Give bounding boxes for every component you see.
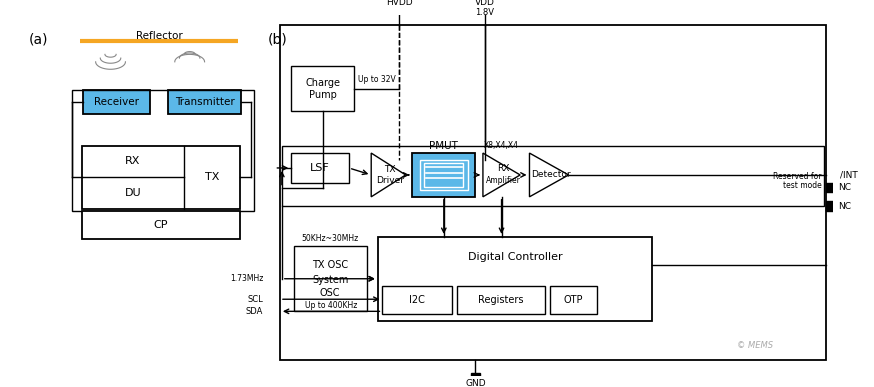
- Text: Registers: Registers: [478, 295, 524, 305]
- Text: HVDD: HVDD: [385, 0, 413, 7]
- Bar: [550, 286, 597, 314]
- Text: test mode: test mode: [783, 181, 822, 190]
- Text: SDA: SDA: [246, 307, 263, 316]
- Bar: [480, 4, 489, 12]
- Text: X8,X4,X4: X8,X4,X4: [484, 141, 519, 150]
- Bar: [471, 373, 480, 380]
- Bar: [457, 286, 545, 314]
- Text: Reflector: Reflector: [135, 31, 183, 41]
- Text: VDD: VDD: [475, 0, 495, 7]
- Bar: [294, 246, 366, 311]
- Bar: [81, 146, 240, 209]
- Bar: [383, 286, 452, 314]
- Bar: [280, 25, 826, 360]
- Bar: [291, 67, 355, 111]
- Text: RX: RX: [497, 164, 510, 173]
- Text: Up to 32V: Up to 32V: [358, 75, 396, 84]
- Text: Charge: Charge: [305, 78, 340, 88]
- Text: Reserved for: Reserved for: [773, 172, 822, 181]
- Text: Receiver: Receiver: [94, 97, 139, 107]
- Text: DU: DU: [125, 188, 142, 198]
- Text: SCL: SCL: [247, 295, 263, 304]
- Text: 1.8V: 1.8V: [475, 8, 495, 17]
- Text: OSC: OSC: [320, 288, 341, 298]
- Text: Driver: Driver: [377, 176, 405, 185]
- Text: NC: NC: [838, 202, 851, 211]
- Bar: [826, 202, 835, 211]
- Text: TX: TX: [385, 165, 396, 174]
- Text: 1.73MHz: 1.73MHz: [230, 274, 263, 283]
- Text: System: System: [312, 275, 349, 285]
- Bar: [394, 4, 404, 12]
- Text: TX: TX: [205, 172, 219, 182]
- Text: RX: RX: [125, 156, 141, 166]
- Bar: [424, 163, 463, 187]
- Bar: [291, 153, 349, 183]
- Bar: [81, 211, 240, 239]
- Text: GND: GND: [465, 379, 486, 387]
- Text: Transmitter: Transmitter: [175, 97, 234, 107]
- Text: OTP: OTP: [564, 295, 583, 305]
- Bar: [826, 183, 835, 192]
- Text: TX OSC: TX OSC: [312, 260, 349, 270]
- Bar: [73, 90, 254, 211]
- Bar: [83, 90, 149, 114]
- Text: I2C: I2C: [409, 295, 426, 305]
- Text: Pump: Pump: [309, 90, 336, 100]
- Bar: [413, 153, 475, 197]
- Text: /INT: /INT: [841, 170, 858, 180]
- Text: (b): (b): [267, 32, 288, 46]
- Text: Digital Controller: Digital Controller: [468, 252, 562, 262]
- Bar: [420, 159, 468, 190]
- Text: PMUT: PMUT: [429, 140, 458, 151]
- Text: NC: NC: [838, 183, 851, 192]
- Text: 50KHz~30MHz: 50KHz~30MHz: [302, 234, 359, 243]
- Text: CP: CP: [154, 220, 168, 230]
- Bar: [169, 90, 241, 114]
- Text: Detector: Detector: [531, 170, 571, 180]
- Text: Up to 400KHz: Up to 400KHz: [305, 301, 357, 310]
- Bar: [378, 237, 652, 321]
- Text: (a): (a): [29, 32, 48, 46]
- Text: LSF: LSF: [310, 163, 329, 173]
- Text: Amplifier: Amplifier: [486, 176, 521, 185]
- Bar: [281, 146, 823, 206]
- Text: © MEMS: © MEMS: [737, 341, 773, 350]
